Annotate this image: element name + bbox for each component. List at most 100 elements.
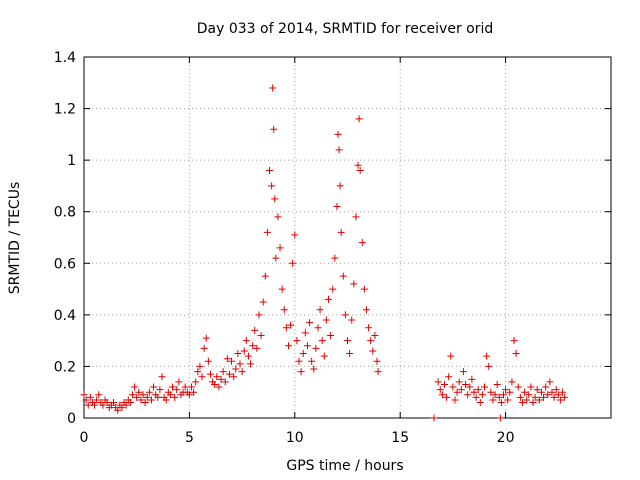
x-tick-label: 5 — [185, 430, 194, 446]
data-point — [297, 368, 305, 376]
data-point — [365, 324, 373, 332]
data-point — [158, 373, 166, 381]
data-point — [325, 295, 333, 303]
data-point — [171, 393, 179, 401]
data-point — [225, 370, 233, 378]
data-point — [499, 391, 507, 399]
data-point — [537, 388, 545, 396]
data-point — [278, 285, 286, 293]
data-point — [476, 399, 484, 407]
data-point — [204, 357, 212, 365]
data-point — [301, 329, 309, 337]
data-point — [308, 357, 316, 365]
data-point — [221, 378, 229, 386]
data-point — [510, 337, 518, 345]
data-point — [284, 342, 292, 350]
data-point — [143, 393, 151, 401]
data-point — [80, 391, 88, 399]
data-point — [154, 393, 162, 401]
data-point — [156, 386, 164, 394]
data-point — [230, 373, 238, 381]
data-point — [462, 380, 470, 388]
data-point — [508, 378, 516, 386]
data-point — [242, 337, 250, 345]
data-point — [259, 298, 267, 306]
data-point — [295, 357, 303, 365]
x-tick-label: 15 — [391, 430, 409, 446]
data-point — [114, 406, 122, 414]
data-point — [358, 239, 366, 247]
data-point — [434, 378, 442, 386]
data-point — [483, 352, 491, 360]
data-point — [523, 396, 531, 404]
data-point — [554, 391, 562, 399]
data-point — [552, 386, 560, 394]
data-point — [544, 391, 552, 399]
data-point — [228, 357, 236, 365]
data-point — [322, 316, 330, 324]
data-point — [194, 368, 202, 376]
data-point — [346, 350, 354, 358]
data-point — [135, 388, 143, 396]
y-tick-label: 1 — [67, 153, 76, 169]
data-point — [466, 383, 474, 391]
data-point — [232, 365, 240, 373]
data-points — [80, 84, 569, 422]
data-point — [445, 373, 453, 381]
data-point — [497, 399, 505, 407]
data-point — [374, 368, 382, 376]
data-point — [367, 337, 375, 345]
data-point — [337, 228, 345, 236]
y-tick-label: 0.8 — [54, 205, 76, 221]
data-point — [451, 396, 459, 404]
data-point — [196, 362, 204, 370]
data-point — [291, 231, 299, 239]
data-point — [213, 373, 221, 381]
data-point — [546, 378, 554, 386]
data-point — [215, 383, 223, 391]
grid-lines — [84, 57, 611, 418]
data-point — [548, 388, 556, 396]
x-tick-label: 20 — [497, 430, 515, 446]
data-point — [236, 360, 244, 368]
data-point — [334, 130, 342, 138]
data-point — [561, 393, 569, 401]
data-point — [531, 393, 539, 401]
data-point — [287, 321, 295, 329]
data-point — [556, 396, 564, 404]
data-point — [173, 386, 181, 394]
data-point — [249, 342, 257, 350]
y-tick-label: 0 — [67, 411, 76, 427]
data-point — [502, 386, 510, 394]
data-point — [276, 244, 284, 252]
axis-ticks: 0 0.2 0.4 0.6 0.8 1 1.2 1.4 0 5 10 15 20 — [54, 50, 611, 446]
data-point — [139, 391, 147, 399]
data-point — [211, 380, 219, 388]
data-point — [91, 401, 99, 409]
data-point — [474, 386, 482, 394]
data-point — [169, 383, 177, 391]
data-point — [166, 391, 174, 399]
data-point — [263, 228, 271, 236]
data-point — [280, 306, 288, 314]
data-point — [336, 182, 344, 190]
data-point — [253, 344, 261, 352]
data-point — [192, 378, 200, 386]
data-point — [206, 370, 214, 378]
chart-title: Day 033 of 2014, SRMTID for receiver ori… — [197, 21, 494, 37]
data-point — [299, 350, 307, 358]
y-tick-label: 1.2 — [54, 102, 76, 118]
y-tick-label: 0.4 — [54, 308, 76, 324]
data-point — [352, 213, 360, 221]
data-point — [354, 161, 362, 169]
data-point — [141, 399, 149, 407]
data-point — [350, 280, 358, 288]
data-point — [84, 401, 92, 409]
data-point — [137, 396, 145, 404]
data-point — [440, 380, 448, 388]
data-point — [202, 334, 210, 342]
data-point — [268, 182, 276, 190]
data-point — [506, 388, 514, 396]
data-point — [310, 365, 318, 373]
